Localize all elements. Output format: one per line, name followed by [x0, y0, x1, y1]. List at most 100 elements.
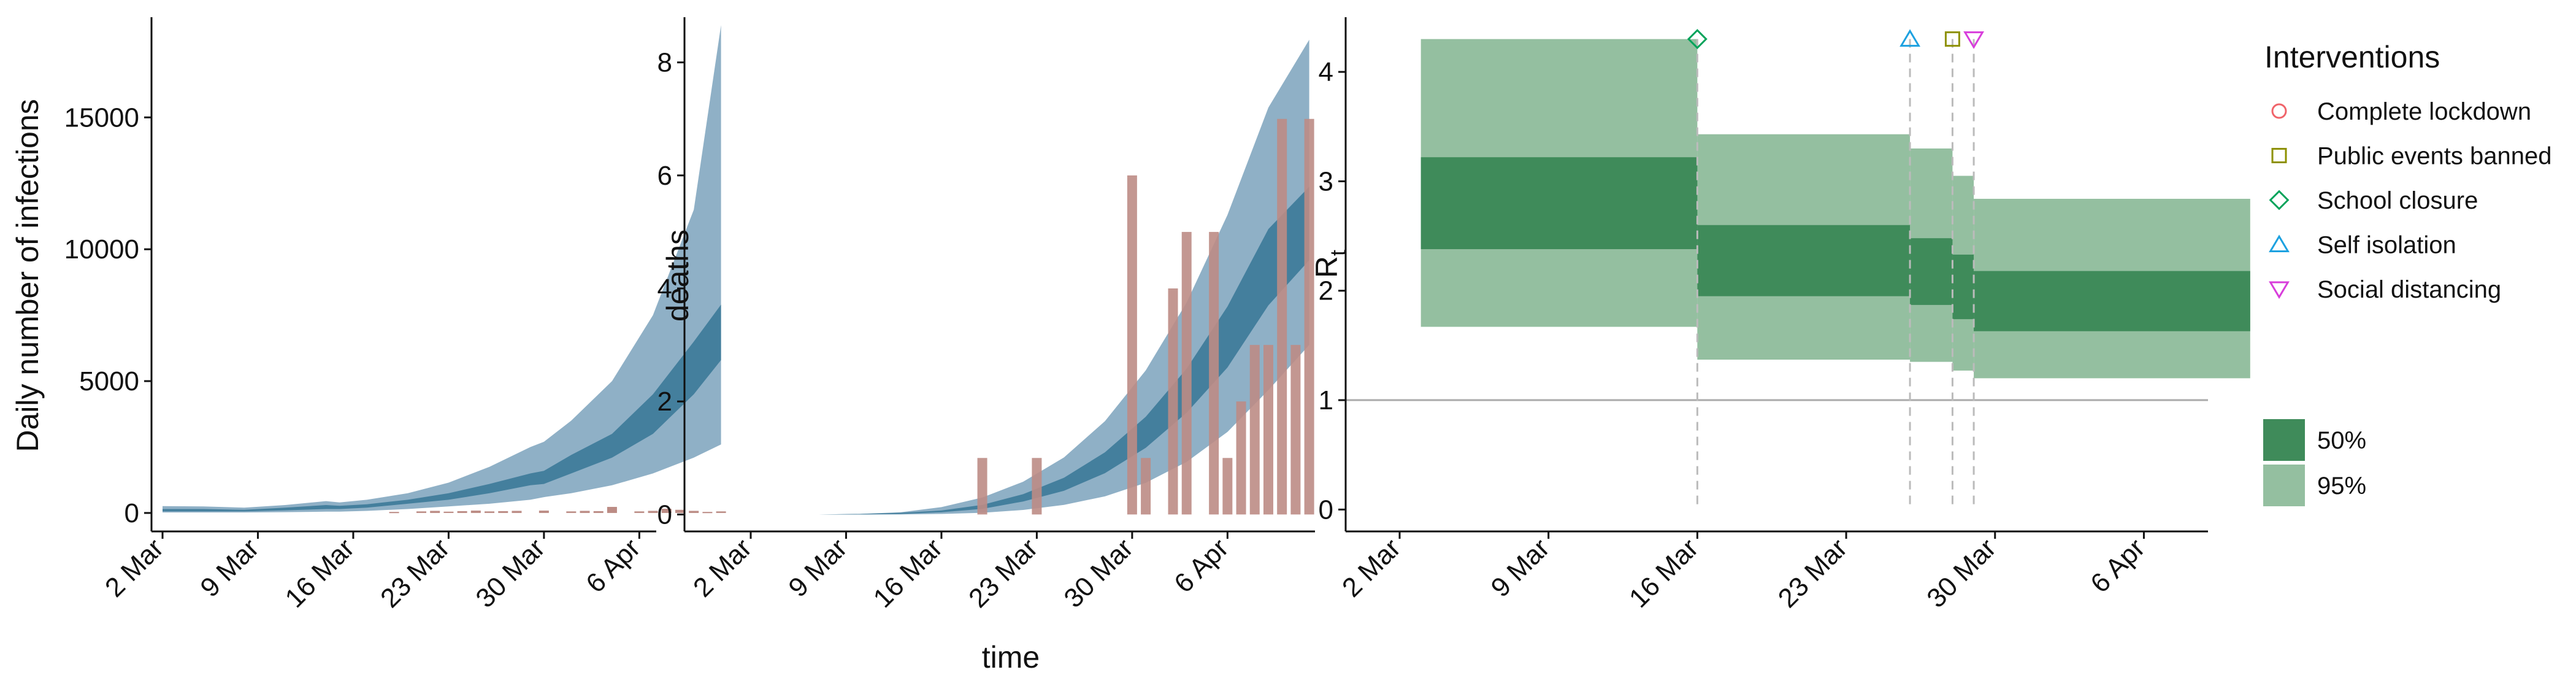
- infections-y-axis-title: Daily number of infections: [10, 99, 45, 452]
- legend-band-swatch: [2263, 419, 2305, 461]
- legend-item-label: School closure: [2317, 187, 2478, 214]
- rt-x-tick-label: 30 Mar: [1921, 533, 2001, 613]
- legend-band-label: 50%: [2317, 427, 2366, 454]
- rt-band-50-segment: [1697, 225, 1911, 296]
- legend-band-swatch: [2263, 465, 2305, 506]
- infections-observed-bar: [675, 509, 685, 513]
- rt-y-tick-label: 3: [1319, 166, 1333, 196]
- legend-item-label: Social distancing: [2317, 276, 2501, 303]
- deaths-bar: [1168, 288, 1178, 515]
- infections-x-tick-label: 16 Mar: [280, 533, 360, 613]
- infections-observed-bar: [593, 511, 604, 513]
- legend-item-label: Self isolation: [2317, 232, 2456, 259]
- deaths-x-tick-label: 6 Apr: [1168, 533, 1234, 598]
- rt-y-tick-label: 2: [1319, 276, 1333, 306]
- infections-observed-bar: [716, 511, 726, 513]
- deaths-bar: [1181, 231, 1192, 515]
- infections-observed-bar: [416, 511, 426, 513]
- infections-y-tick-label: 5000: [79, 366, 139, 396]
- deaths-bar: [1304, 118, 1314, 515]
- infections-x-tick-label: 6 Apr: [580, 533, 646, 598]
- infections-x-tick-label: 30 Mar: [470, 533, 550, 613]
- infections-observed-bar: [661, 509, 672, 513]
- infections-observed-bar: [498, 511, 508, 513]
- infections-observed-bar: [566, 511, 577, 513]
- intervention-marker-square: [1944, 31, 1960, 47]
- deaths-x-axis-title: time: [982, 640, 1040, 674]
- legend-marker-triangle-down: [2269, 281, 2290, 299]
- deaths-bar: [1141, 458, 1151, 515]
- deaths-bar: [1290, 345, 1301, 515]
- infections-observed-bar: [389, 512, 399, 514]
- rt-panel: Rt 0 1 2 3 4 2 Mar 9 Mar 16 Mar 23 Mar 30 Mar 6 Ap…: [1309, 17, 2250, 614]
- rt-band-50-segment: [1974, 271, 2250, 331]
- legend-title: Interventions: [2264, 40, 2440, 74]
- intervention-marker-triangle-down: [1963, 31, 1985, 49]
- deaths-y-tick-label: 6: [657, 161, 672, 191]
- infections-band-50: [163, 304, 721, 512]
- legend: Interventions Complete lockdown Public ev…: [2263, 40, 2552, 506]
- rt-band-50-segment: [1952, 254, 1974, 320]
- deaths-bar: [1222, 458, 1233, 515]
- rt-y-tick-label: 4: [1319, 57, 1333, 87]
- intervention-marker-triangle-up: [1899, 29, 1921, 47]
- deaths-x-tick-label: 23 Mar: [963, 533, 1043, 613]
- deaths-x-tick-label: 30 Mar: [1058, 533, 1138, 613]
- rt-y-axis-title-subscript: t: [1325, 250, 1351, 256]
- infections-observed-bar: [470, 511, 481, 513]
- deaths-bar: [1263, 345, 1273, 515]
- infections-x-tick-label: 2 Mar: [99, 533, 169, 603]
- rt-x-tick-label: 2 Mar: [1336, 533, 1406, 603]
- deaths-x-tick-label: 2 Mar: [688, 533, 757, 603]
- deaths-bar: [977, 458, 987, 515]
- deaths-x-tick-label: 16 Mar: [868, 533, 948, 613]
- deaths-bar: [1209, 231, 1219, 515]
- infections-x-tick-label: 23 Mar: [375, 533, 455, 613]
- legend-marker-square: [2271, 148, 2287, 163]
- infections-observed-bar: [485, 511, 495, 513]
- rt-x-tick-label: 9 Mar: [1485, 533, 1555, 603]
- infections-observed-bar: [430, 511, 440, 513]
- deaths-bar: [1249, 345, 1260, 515]
- legend-item-label: Complete lockdown: [2317, 98, 2531, 125]
- legend-marker-diamond: [2269, 190, 2290, 210]
- deaths-y-tick-label: 8: [657, 48, 672, 78]
- deaths-bar: [1277, 118, 1287, 515]
- legend-marker-circle: [2271, 103, 2287, 119]
- rt-y-tick-label: 0: [1319, 495, 1333, 525]
- infections-observed-bar: [689, 511, 699, 513]
- rt-x-tick-label: 16 Mar: [1623, 533, 1704, 613]
- rt-x-tick-label: 6 Apr: [2085, 533, 2150, 598]
- legend-marker-triangle-up: [2269, 234, 2290, 252]
- rt-y-tick-label: 1: [1319, 385, 1333, 415]
- infections-observed-bar: [580, 511, 590, 513]
- infections-observed-bar: [648, 511, 658, 513]
- infections-observed-bar: [607, 507, 617, 513]
- infections-observed-bar: [539, 511, 549, 513]
- rt-y-axis-title-main: R: [1309, 256, 1344, 278]
- rt-y-axis-title: Rt: [1309, 250, 1351, 278]
- infections-panel: Daily number of infections 0 5000 10000 150…: [10, 17, 726, 614]
- deaths-x-tick-label: 9 Mar: [783, 533, 853, 603]
- deaths-y-tick-label: 2: [657, 387, 672, 417]
- rt-band-50-segment: [1420, 157, 1698, 249]
- deaths-bar: [1127, 175, 1137, 515]
- infections-band-95: [163, 25, 721, 513]
- rt-x-tick-label: 23 Mar: [1773, 533, 1853, 613]
- deaths-band-95: [819, 39, 1309, 515]
- infections-observed-bar: [512, 511, 522, 513]
- infections-y-tick-label: 0: [125, 498, 139, 528]
- deaths-y-tick-label: 0: [657, 500, 672, 530]
- rt-band-50-segment: [1910, 238, 1953, 305]
- deaths-panel: deaths time 0 2 4 6 8 2 Mar 9 Mar 16 Mar 23 Mar 3…: [657, 17, 1315, 674]
- infections-x-tick-label: 9 Mar: [194, 533, 264, 603]
- infections-y-tick-label: 10000: [64, 234, 139, 264]
- intervention-marker-diamond: [1687, 29, 1708, 50]
- deaths-y-axis-title: deaths: [661, 230, 695, 322]
- deaths-bar: [1032, 458, 1042, 515]
- legend-item-label: Public events banned: [2317, 143, 2552, 170]
- infections-y-tick-label: 15000: [64, 102, 139, 133]
- deaths-y-tick-label: 4: [657, 274, 672, 304]
- legend-band-label: 95%: [2317, 473, 2366, 500]
